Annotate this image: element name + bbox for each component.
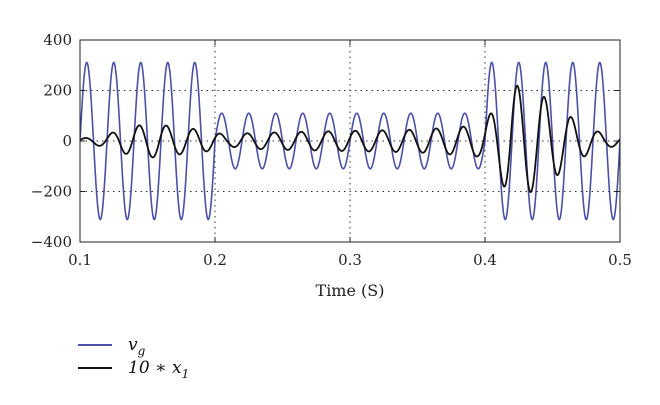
x-tick-label: 0.5 [608, 251, 632, 269]
x-tick-label: 0.2 [203, 251, 227, 269]
series-line-10x1 [80, 84, 620, 194]
legend-label: vg [128, 335, 146, 358]
x-tick-label: 0.4 [473, 251, 497, 269]
y-tick-label: 400 [43, 31, 72, 49]
y-tick-label: 0 [62, 132, 72, 150]
y-tick-label: −200 [31, 183, 72, 201]
x-axis-label: Time (S) [316, 281, 385, 300]
legend-entry-10x1: 10 ∗ x1 [78, 358, 189, 381]
y-tick-label: 200 [43, 82, 72, 100]
x-tick-label: 0.3 [338, 251, 362, 269]
x-tick-label: 0.1 [68, 251, 92, 269]
x-tick-labels: 0.1 0.2 0.3 0.4 0.5 [68, 251, 632, 269]
y-tick-labels: −400 −200 0 200 400 [31, 31, 72, 251]
axis-ticks [79, 39, 621, 243]
series-layer [80, 61, 620, 221]
y-tick-label: −400 [31, 233, 72, 251]
legend-entry-vg: vg [78, 335, 146, 358]
series-line-vg [80, 61, 620, 221]
legend-label: 10 ∗ x1 [128, 358, 189, 381]
